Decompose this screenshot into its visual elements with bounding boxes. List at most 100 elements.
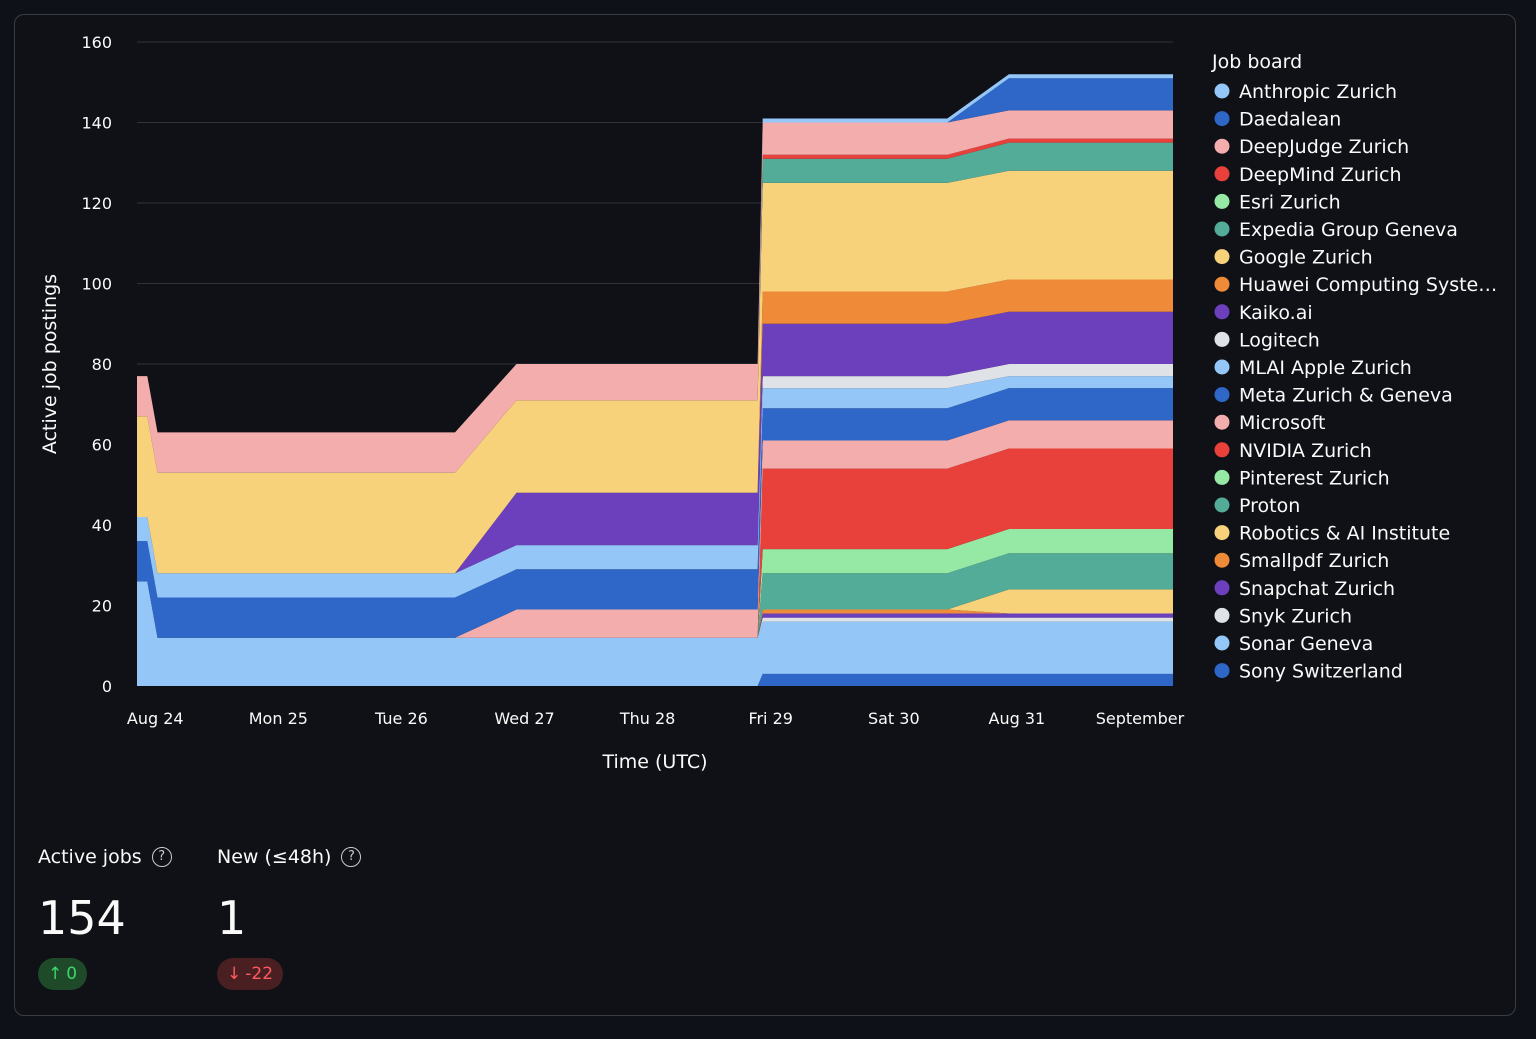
- arrow-down-icon: ↓: [227, 964, 242, 984]
- legend-swatch: [1214, 387, 1230, 403]
- legend-swatch: [1214, 221, 1230, 237]
- legend-swatch: [1214, 331, 1230, 347]
- x-tick-label: Fri 29: [748, 709, 793, 728]
- legend-item[interactable]: DeepJudge Zurich: [1214, 136, 1410, 158]
- legend-swatch: [1214, 359, 1230, 375]
- legend-item[interactable]: Meta Zurich & Geneva: [1214, 385, 1453, 407]
- legend-label: DeepMind Zurich: [1239, 164, 1402, 186]
- legend-swatch: [1214, 111, 1230, 127]
- legend-swatch: [1214, 83, 1230, 99]
- legend-item[interactable]: Expedia Group Geneva: [1214, 219, 1458, 241]
- legend-label: NVIDIA Zurich: [1239, 440, 1372, 462]
- legend-label: Sonar Geneva: [1239, 633, 1373, 655]
- legend-label: Daedalean: [1239, 109, 1341, 131]
- x-tick-label: Aug 31: [989, 709, 1046, 728]
- legend-item[interactable]: Sonar Geneva: [1214, 633, 1374, 655]
- y-tick-label: 160: [81, 33, 112, 52]
- area-series-huawei-computing-systems-lab-zurich[interactable]: [137, 279, 1173, 574]
- x-tick-label: Tue 26: [374, 709, 428, 728]
- area-series-proton[interactable]: [137, 553, 1173, 638]
- legend-label: Esri Zurich: [1239, 191, 1341, 213]
- legend-label: Sony Switzerland: [1239, 661, 1403, 683]
- legend-item[interactable]: Google Zurich: [1214, 247, 1373, 269]
- metric-label: Active jobs: [38, 846, 142, 868]
- y-tick-label: 60: [92, 436, 112, 455]
- legend-label: Google Zurich: [1239, 247, 1373, 269]
- legend-item[interactable]: MLAI Apple Zurich: [1214, 357, 1412, 379]
- x-tick-label: Mon 25: [249, 709, 308, 728]
- y-tick-label: 120: [81, 194, 112, 213]
- legend-item[interactable]: Huawei Computing Syste…: [1214, 274, 1498, 296]
- metric-value: 154: [38, 891, 126, 945]
- legend-swatch: [1214, 469, 1230, 485]
- delta-badge: ↑ 0: [38, 958, 88, 990]
- legend-label: Microsoft: [1239, 412, 1325, 434]
- x-tick-label: Thu 28: [619, 709, 676, 728]
- legend-swatch: [1214, 580, 1230, 596]
- legend-item[interactable]: NVIDIA Zurich: [1214, 440, 1372, 462]
- legend-swatch: [1214, 138, 1230, 154]
- legend-label: Snapchat Zurich: [1239, 578, 1395, 600]
- legend-item[interactable]: Pinterest Zurich: [1214, 467, 1390, 489]
- legend-item[interactable]: Esri Zurich: [1214, 191, 1341, 213]
- legend-swatch: [1214, 663, 1230, 679]
- legend-item[interactable]: Sony Switzerland: [1214, 661, 1403, 683]
- legend-label: Smallpdf Zurich: [1239, 550, 1389, 572]
- legend-item[interactable]: Smallpdf Zurich: [1214, 550, 1390, 572]
- area-series-sonar-geneva[interactable]: [137, 581, 1173, 686]
- legend[interactable]: Job board Anthropic Zurich Daedalean DeepJ…: [1211, 51, 1497, 683]
- legend-swatch: [1214, 497, 1230, 513]
- legend-label: MLAI Apple Zurich: [1239, 357, 1412, 379]
- legend-label: Expedia Group Geneva: [1239, 219, 1458, 241]
- area-series-nvidia-zurich[interactable]: [137, 448, 1173, 638]
- legend-label: Kaiko.ai: [1239, 302, 1313, 324]
- y-tick-label: 100: [81, 275, 112, 294]
- question-circle-icon[interactable]: ?: [151, 847, 172, 867]
- area-series[interactable]: [137, 74, 1173, 686]
- legend-item[interactable]: Snapchat Zurich: [1214, 578, 1396, 600]
- metric-value: 1: [217, 891, 247, 945]
- y-tick-label: 20: [92, 597, 112, 616]
- legend-label: Huawei Computing Syste…: [1239, 274, 1497, 296]
- area-series-robotics-ai-institute[interactable]: [137, 581, 1173, 638]
- area-series-microsoft[interactable]: [137, 420, 1173, 638]
- area-series-mlai-apple-zurich[interactable]: [137, 376, 1173, 598]
- legend-swatch: [1214, 525, 1230, 541]
- area-series-sony-switzerland[interactable]: [137, 673, 1173, 686]
- question-circle-icon[interactable]: ?: [341, 847, 362, 867]
- area-series-pinterest-zurich[interactable]: [137, 529, 1173, 638]
- legend-swatch: [1214, 304, 1230, 320]
- legend-item[interactable]: Daedalean: [1214, 109, 1342, 131]
- x-tick-label: Wed 27: [494, 709, 554, 728]
- area-series-google-zurich[interactable]: [137, 170, 1173, 574]
- legend-label: Pinterest Zurich: [1239, 467, 1390, 489]
- legend-item[interactable]: Logitech: [1214, 329, 1320, 351]
- legend-label: Proton: [1239, 495, 1300, 517]
- area-series-meta-zurich-geneva[interactable]: [137, 388, 1173, 638]
- legend-swatch: [1214, 442, 1230, 458]
- legend-item[interactable]: Robotics & AI Institute: [1214, 523, 1451, 545]
- legend-swatch: [1214, 276, 1230, 292]
- arrow-up-icon: ↑: [48, 964, 63, 984]
- y-axis-ticks: 0 20 40 60 80 100 120 140 160: [81, 33, 112, 696]
- x-tick-label: Sat 30: [868, 709, 920, 728]
- legend-item[interactable]: Proton: [1214, 495, 1301, 517]
- y-tick-label: 80: [92, 355, 112, 374]
- metric-label: New (≤48h): [217, 846, 332, 868]
- legend-item[interactable]: Microsoft: [1214, 412, 1326, 434]
- legend-item[interactable]: Snyk Zurich: [1214, 605, 1353, 627]
- area-series-kaiko-ai[interactable]: [137, 311, 1173, 574]
- legend-swatch: [1214, 635, 1230, 651]
- legend-swatch: [1214, 193, 1230, 209]
- legend-item[interactable]: Kaiko.ai: [1214, 302, 1313, 324]
- legend-swatch: [1214, 607, 1230, 623]
- legend-label: Snyk Zurich: [1239, 605, 1352, 627]
- legend-item[interactable]: Anthropic Zurich: [1214, 81, 1398, 103]
- legend-label: Meta Zurich & Geneva: [1239, 385, 1453, 407]
- legend-item[interactable]: DeepMind Zurich: [1214, 164, 1402, 186]
- y-axis-title: Active job postings: [39, 274, 61, 454]
- area-series-deepjudge-zurich[interactable]: [137, 110, 1173, 473]
- legend-label: DeepJudge Zurich: [1239, 136, 1409, 158]
- x-axis-title: Time (UTC): [601, 751, 707, 773]
